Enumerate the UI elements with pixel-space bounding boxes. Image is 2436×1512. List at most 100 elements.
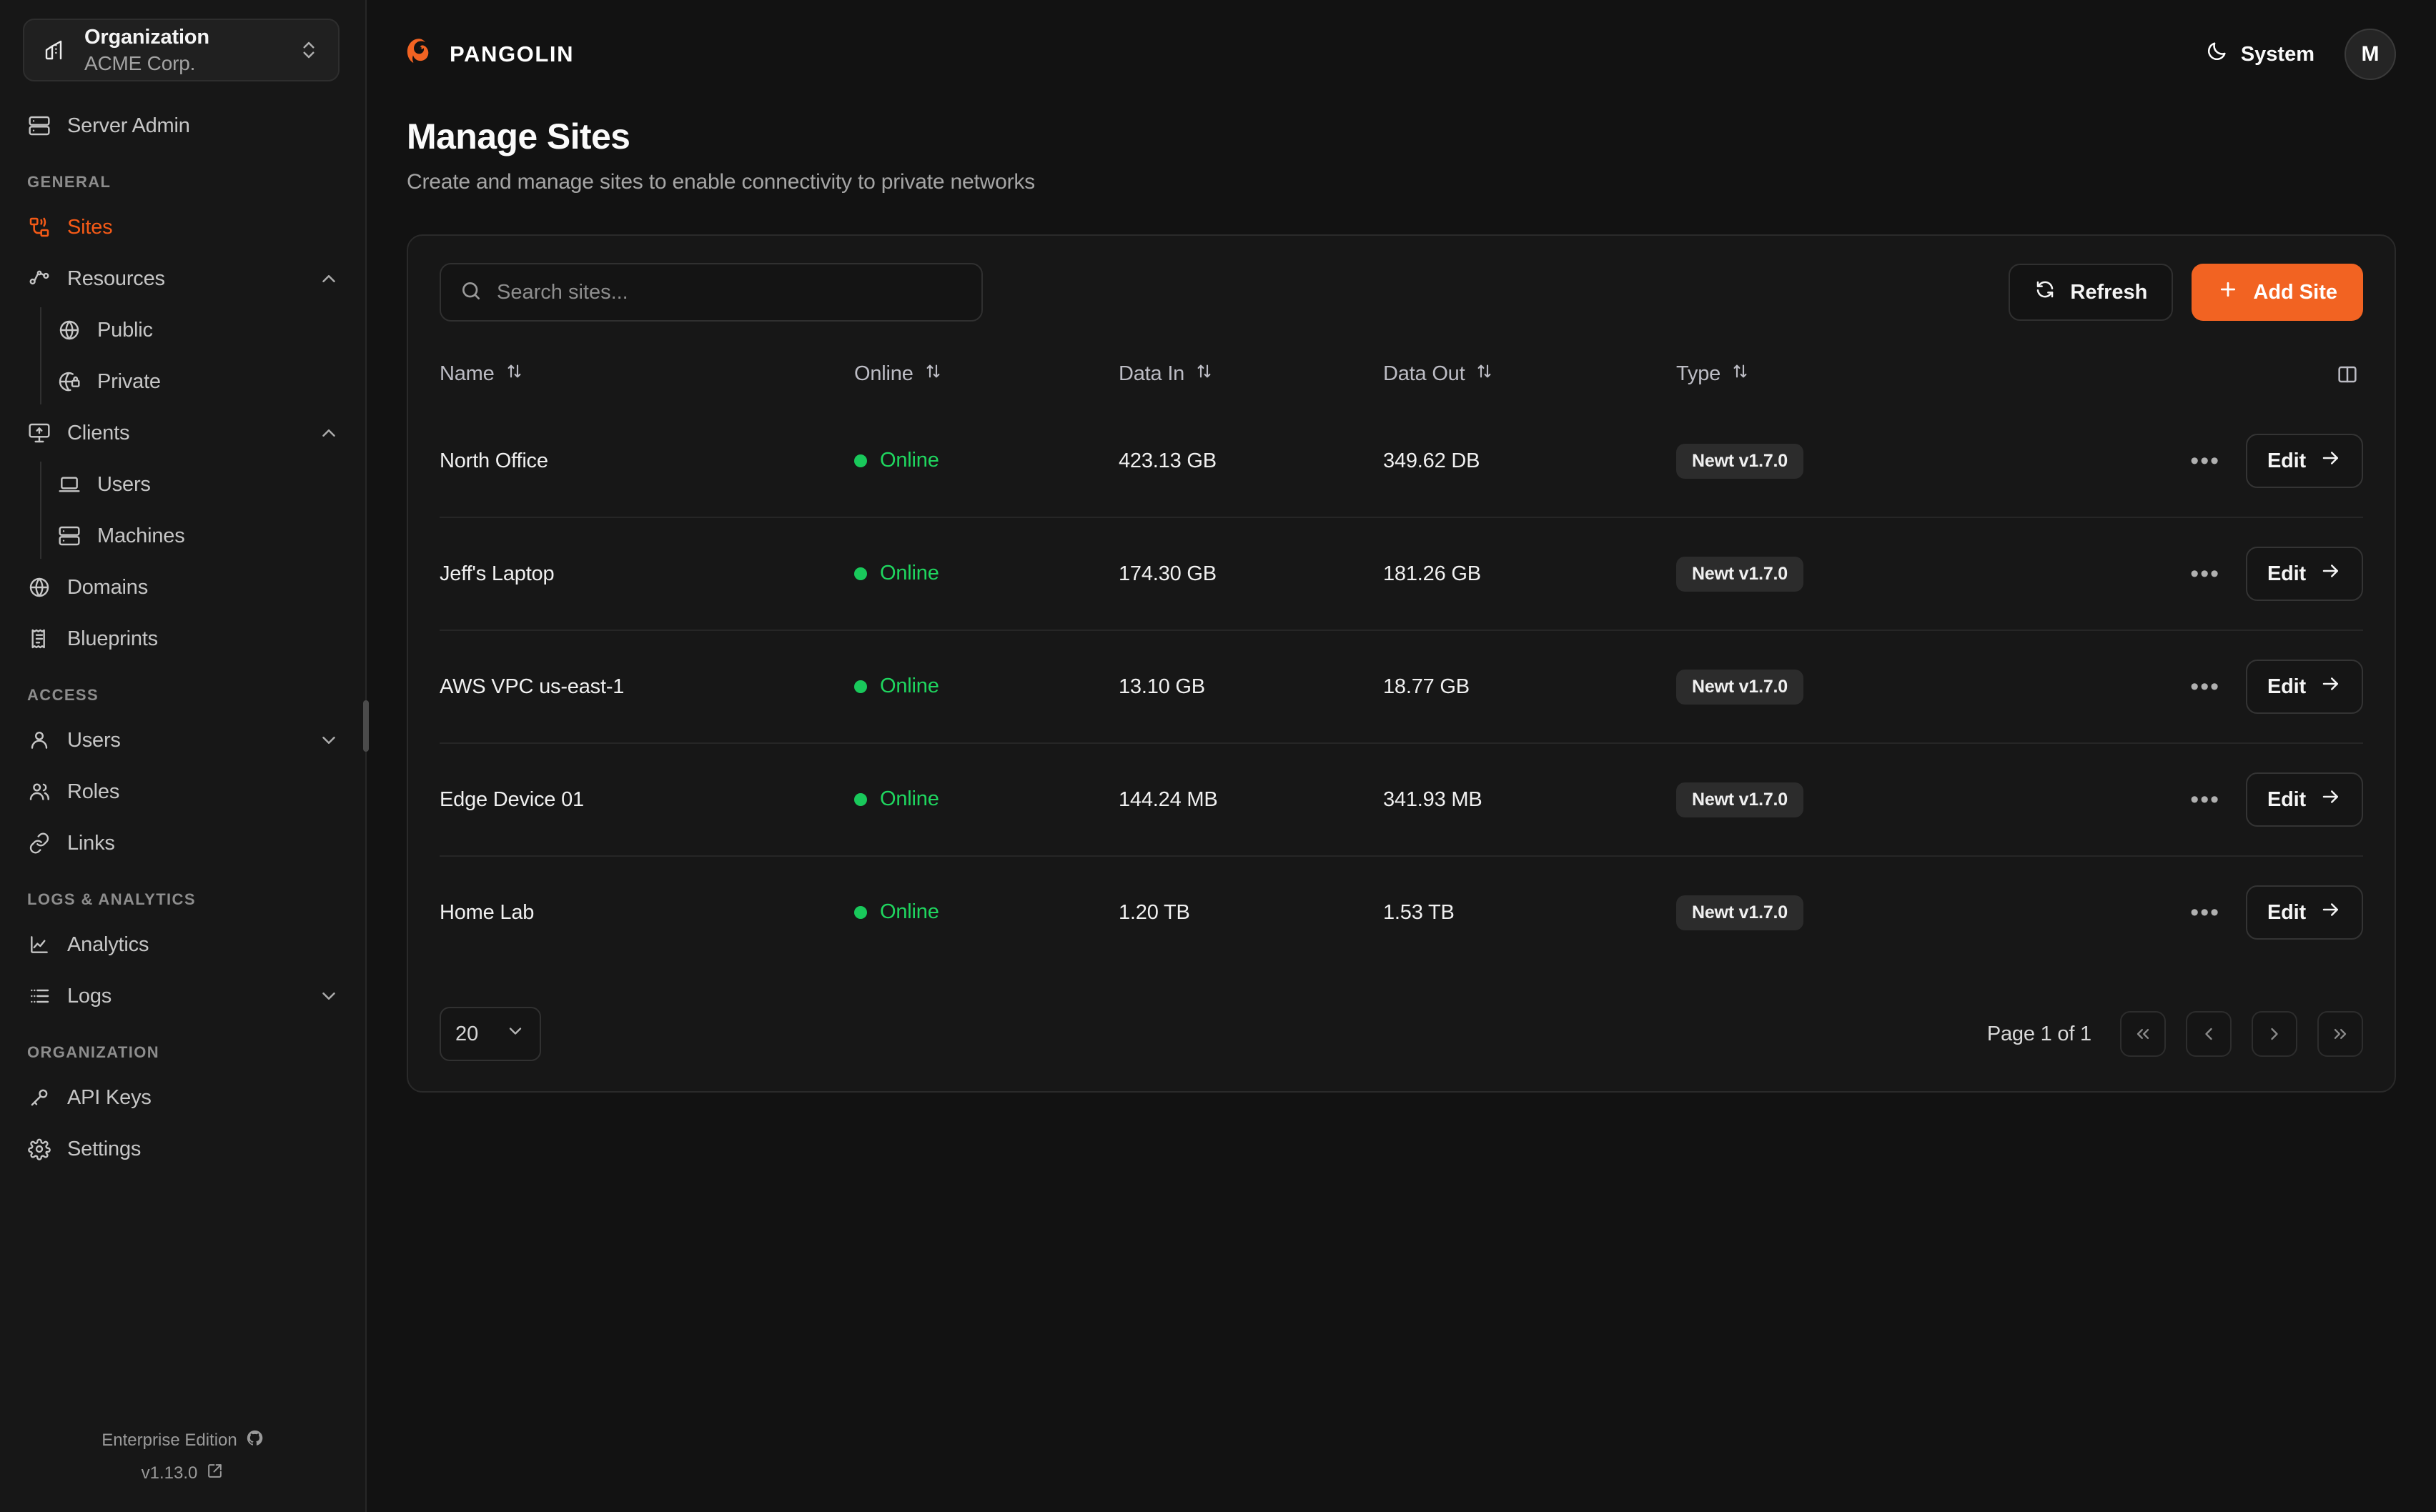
sidebar-item-domains[interactable]: Domains — [0, 562, 365, 613]
chevron-down-icon[interactable] — [318, 730, 340, 751]
sort-icon — [1194, 362, 1214, 387]
sort-data-out[interactable]: Data Out — [1383, 362, 1494, 387]
sidebar-item-server-admin[interactable]: Server Admin — [0, 100, 365, 151]
monitor-up-icon — [27, 421, 51, 445]
sidebar-item-machines[interactable]: Machines — [46, 510, 365, 562]
edition-link[interactable]: Enterprise Edition — [102, 1429, 263, 1452]
page-title: Manage Sites — [407, 116, 630, 156]
prev-page-button[interactable] — [2186, 1011, 2232, 1057]
column-header-name: Name — [440, 352, 854, 405]
cell-name: AWS VPC us-east-1 — [440, 630, 854, 743]
add-site-label: Add Site — [2253, 280, 2337, 304]
resources-icon — [27, 267, 51, 291]
edit-button[interactable]: Edit — [2246, 434, 2363, 488]
sidebar-item-analytics[interactable]: Analytics — [0, 919, 365, 970]
edit-label: Edit — [2267, 675, 2306, 698]
sidebar-item-users-access[interactable]: Users — [0, 715, 365, 766]
sidebar-item-label: Clients — [67, 421, 130, 444]
edit-label: Edit — [2267, 562, 2306, 585]
column-header-actions — [2076, 352, 2363, 405]
version-link[interactable]: v1.13.0 — [142, 1462, 224, 1485]
search-icon — [460, 279, 482, 306]
sidebar-item-clients[interactable]: Clients — [0, 407, 365, 459]
chevron-up-icon[interactable] — [318, 422, 340, 444]
edit-button[interactable]: Edit — [2246, 885, 2363, 940]
pagination: Page 1 of 1 — [1987, 1011, 2363, 1057]
column-visibility-toggle[interactable] — [2076, 363, 2363, 386]
sidebar-item-public[interactable]: Public — [46, 304, 365, 356]
row-menu-icon[interactable]: ••• — [2190, 447, 2221, 474]
chevron-down-icon — [505, 1021, 525, 1047]
status-label: Online — [880, 787, 939, 811]
sidebar-section-access: ACCESS — [27, 686, 99, 704]
cell-online: Online — [854, 855, 1119, 968]
cell-type: Newt v1.7.0 — [1676, 405, 2076, 517]
search-input[interactable] — [497, 280, 963, 304]
table-row[interactable]: AWS VPC us-east-1 Online 13.10 GB 18.77 … — [440, 630, 2363, 743]
cell-online: Online — [854, 742, 1119, 856]
sort-data-in[interactable]: Data In — [1119, 362, 1214, 387]
row-menu-icon[interactable]: ••• — [2190, 672, 2221, 700]
theme-toggle[interactable]: System — [2205, 40, 2314, 69]
page-head: Manage Sites Create and manage sites to … — [367, 109, 2436, 194]
column-label: Name — [440, 362, 495, 385]
sidebar-item-sites[interactable]: Sites — [0, 202, 365, 253]
sidebar-item-api-keys[interactable]: API Keys — [0, 1072, 365, 1123]
topbar: PANGOLIN System M — [367, 0, 2436, 109]
sidebar-item-users-clients[interactable]: Users — [46, 459, 365, 510]
status-badge: Online — [854, 449, 939, 472]
cell-type: Newt v1.7.0 — [1676, 630, 2076, 743]
cell-type: Newt v1.7.0 — [1676, 742, 2076, 856]
next-page-button[interactable] — [2252, 1011, 2297, 1057]
sidebar-item-label: Blueprints — [67, 627, 158, 650]
arrow-right-icon — [2320, 786, 2342, 813]
row-menu-icon[interactable]: ••• — [2190, 559, 2221, 587]
table-row[interactable]: Jeff's Laptop Online 174.30 GB 181.26 GB… — [440, 517, 2363, 630]
sidebar-item-roles[interactable]: Roles — [0, 766, 365, 817]
table-row[interactable]: North Office Online 423.13 GB 349.62 DB … — [440, 405, 2363, 517]
table-row[interactable]: Home Lab Online 1.20 TB 1.53 TB Newt v1.… — [440, 855, 2363, 968]
row-menu-icon[interactable]: ••• — [2190, 785, 2221, 813]
sidebar-resize-handle[interactable] — [363, 700, 369, 752]
refresh-button[interactable]: Refresh — [2009, 264, 2174, 321]
sidebar-item-links[interactable]: Links — [0, 817, 365, 869]
sidebar-item-blueprints[interactable]: Blueprints — [0, 613, 365, 665]
cell-data-out: 341.93 MB — [1383, 742, 1676, 856]
page-subtitle: Create and manage sites to enable connec… — [407, 170, 1035, 194]
add-site-button[interactable]: Add Site — [2192, 264, 2363, 321]
cell-data-in: 144.24 MB — [1119, 742, 1383, 856]
edit-button[interactable]: Edit — [2246, 772, 2363, 827]
cell-online: Online — [854, 517, 1119, 630]
sidebar-item-logs[interactable]: Logs — [0, 970, 365, 1022]
edit-button[interactable]: Edit — [2246, 547, 2363, 601]
external-link-icon — [206, 1462, 224, 1485]
brand-logo[interactable]: PANGOLIN — [400, 34, 574, 75]
type-badge: Newt v1.7.0 — [1676, 669, 1803, 705]
page-size-select[interactable]: 20 — [440, 1007, 541, 1061]
org-switcher[interactable]: Organization ACME Corp. — [23, 19, 340, 81]
last-page-button[interactable] — [2317, 1011, 2363, 1057]
sort-online[interactable]: Online — [854, 362, 943, 387]
moon-icon — [2205, 40, 2228, 69]
chevron-down-icon[interactable] — [318, 985, 340, 1007]
row-actions: ••• Edit — [2076, 660, 2363, 714]
row-menu-icon[interactable]: ••• — [2190, 898, 2221, 926]
avatar[interactable]: M — [2345, 29, 2396, 80]
sidebar-item-label: Sites — [67, 215, 113, 239]
table-row[interactable]: Edge Device 01 Online 144.24 MB 341.93 M… — [440, 742, 2363, 856]
sidebar-item-resources[interactable]: Resources — [0, 253, 365, 304]
status-dot-icon — [854, 792, 867, 806]
edit-button[interactable]: Edit — [2246, 660, 2363, 714]
sidebar-item-private[interactable]: Private — [46, 356, 365, 407]
sidebar-item-settings[interactable]: Settings — [0, 1123, 365, 1175]
sidebar-item-label: Logs — [67, 984, 112, 1008]
search-container[interactable] — [440, 263, 983, 322]
sort-type[interactable]: Type — [1676, 362, 1750, 387]
cell-data-in: 1.20 TB — [1119, 855, 1383, 968]
chevron-up-icon[interactable] — [318, 268, 340, 289]
sort-name[interactable]: Name — [440, 362, 524, 387]
cell-actions: ••• Edit — [2076, 742, 2363, 856]
table-header-row: Name Online — [440, 352, 2363, 405]
first-page-button[interactable] — [2120, 1011, 2166, 1057]
